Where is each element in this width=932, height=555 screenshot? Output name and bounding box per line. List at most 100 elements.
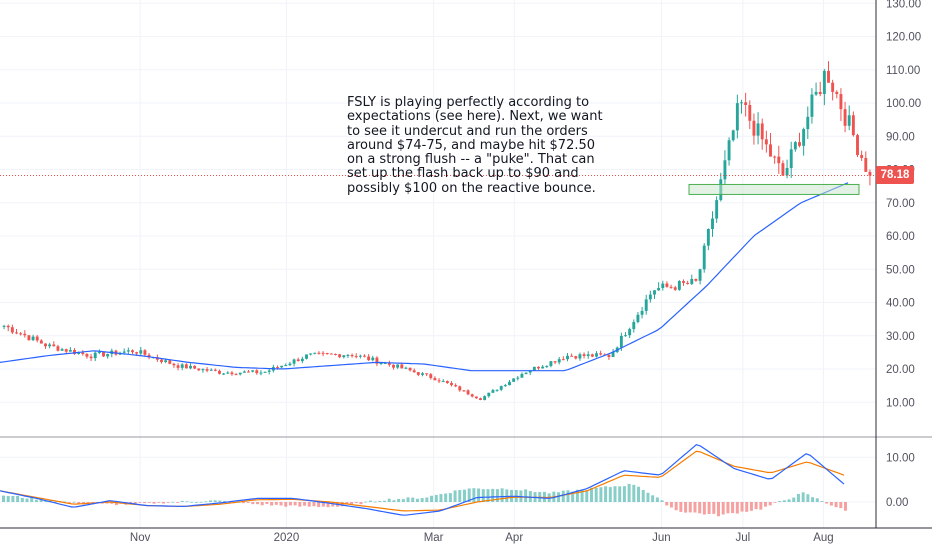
candle-body [367,356,371,361]
candle-body [868,171,872,176]
macd-bar [383,500,387,502]
candle-body [31,336,35,341]
candle-body [648,294,652,300]
candle-body [209,369,213,371]
candle-body [255,370,259,374]
candle-body [549,361,553,366]
candle-body [810,94,814,117]
macd-bar [406,497,410,502]
candle-body [371,357,375,361]
candle-body [329,353,333,355]
candle-body [193,365,197,369]
macd-bar [735,502,739,514]
macd-bar [378,501,382,502]
candle-body [251,370,255,372]
candle-body [160,359,163,363]
candle-body [624,335,627,337]
macd-bar [467,488,471,502]
macd-bar [359,502,363,505]
macd-bar [726,502,730,514]
candle-body [263,371,267,373]
price-tick-label: 130.00 [886,0,921,10]
macd-bar [251,502,255,505]
macd-bar [651,495,655,502]
price-tick-label: 60.00 [886,231,915,243]
macd-bar [618,486,622,502]
macd-bar [147,502,151,503]
macd-bar [77,502,81,505]
macd-bar [721,502,725,515]
candle-body [300,358,304,362]
macd-bar [580,489,584,502]
candle-body [131,350,134,353]
candle-body [68,350,72,352]
annotation-line: possibly $100 on the reactive bounce. [347,180,596,196]
macd-bar [39,498,43,502]
macd-bar [321,502,325,507]
candle-body [632,321,636,330]
candle-body [574,356,578,359]
macd-bar [674,502,678,511]
candle-body [441,381,445,383]
macd-bar [397,498,401,502]
candle-body [89,356,93,359]
macd-bar [256,502,260,505]
macd-bar [30,497,34,502]
macd-bar [655,497,659,502]
candle-body [213,369,217,371]
candle-body [557,359,561,363]
candle-body [781,163,785,176]
candle-body [499,386,503,390]
candle-body [201,369,205,371]
macd-bar [811,497,815,502]
macd-bar [702,502,706,515]
candle-body [682,281,685,283]
candle-body [740,102,743,104]
macd-bar [589,487,593,502]
macd-bar [176,502,180,503]
candle-body [222,373,226,375]
candle-body [180,364,184,368]
price-tick-label: 70.00 [886,198,915,210]
annotation-line: to see it undercut and run the orders [347,123,588,139]
macd-bar [693,502,697,513]
candle-body [247,371,250,373]
candle-body [454,385,458,387]
candle-body [2,325,6,327]
candle-body [561,359,565,361]
support-zone[interactable] [688,183,860,195]
candle-body [383,362,387,364]
macd-bar [716,502,720,517]
candle-body [752,120,756,136]
candle-body [479,398,482,401]
candle-body [350,354,354,357]
macd-bar [63,501,67,503]
macd-bar [16,495,20,502]
candle-body [392,364,395,368]
macd-bar [453,490,457,502]
macd-axis-labels: 0.00 10.00 [886,452,915,509]
macd-bar [481,489,485,502]
price-axis-labels: 10.0020.0030.0040.0050.0060.0070.0080.00… [886,0,921,409]
candle-body [73,350,76,354]
macd-bar [707,502,711,515]
candle-body [387,362,391,365]
candle-body [106,354,110,357]
macd-bar [834,502,838,508]
candle-body [570,355,574,357]
candle-body [599,353,603,355]
candle-body [748,104,752,121]
candle-body [433,378,437,381]
candle-body [847,115,851,126]
candle-body [280,365,284,368]
candle-body [317,352,321,354]
candle-body [607,354,611,357]
macd-bar [303,502,307,506]
candle-body [267,370,271,372]
macd-bar [528,491,532,502]
macd-bar [171,501,175,503]
annotation-text: FSLY is playing perfectly according to e… [347,95,607,196]
candle-body [528,370,532,373]
candle-body [777,156,781,164]
